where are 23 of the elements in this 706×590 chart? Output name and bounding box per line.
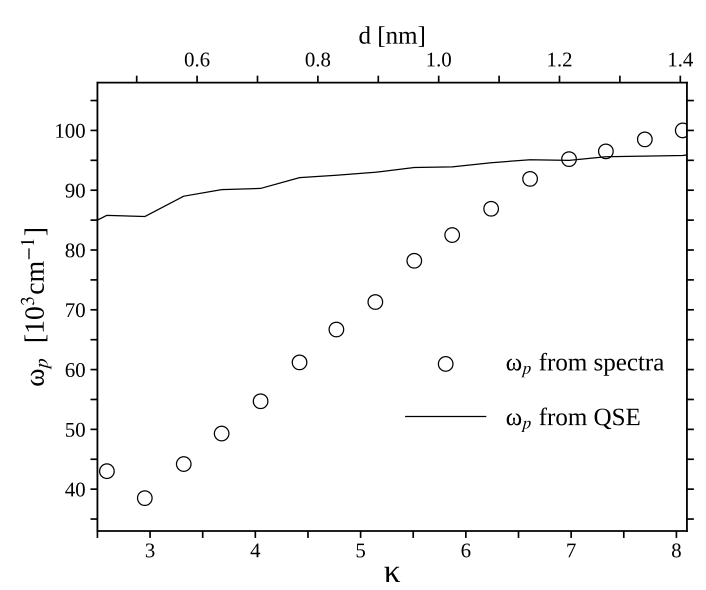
legend-label: ω$_{p}$ from QSE: [506, 408, 640, 432]
x2-tick-label: 0.8: [306, 52, 330, 67]
y-tick-label: 50: [66, 422, 85, 437]
x-tick-label: 8: [672, 543, 681, 558]
y-tick-label: 70: [66, 303, 85, 318]
x2-tick-label: 1.4: [669, 52, 693, 67]
y-tick-label: 100: [56, 124, 85, 138]
legend-label: ω$_{p}$ from spectra: [506, 352, 664, 378]
x-tick-label: 7: [567, 544, 576, 558]
x-tick-label: 6: [462, 543, 470, 558]
y-tick-label: 90: [65, 184, 85, 198]
x2-tick-label: 0.6: [184, 52, 210, 67]
y-tick-label: 80: [66, 243, 85, 258]
y-axis-title: ω$_{p}$ [10$^{3}$cm$^{−1}$]: [20, 228, 52, 386]
x-tick-label: 4: [250, 544, 260, 558]
x2-tick-label: 1.0: [428, 52, 451, 67]
x-tick-label: 5: [356, 544, 365, 558]
x-axis-title: κ: [384, 566, 400, 582]
y-tick-label: 60: [66, 362, 85, 378]
x2-tick-label: 1.2: [548, 52, 572, 67]
y-tick-label: 40: [65, 482, 85, 497]
x-tick-label: 3: [146, 543, 154, 558]
x2-axis-title: d [nm]: [359, 26, 424, 47]
